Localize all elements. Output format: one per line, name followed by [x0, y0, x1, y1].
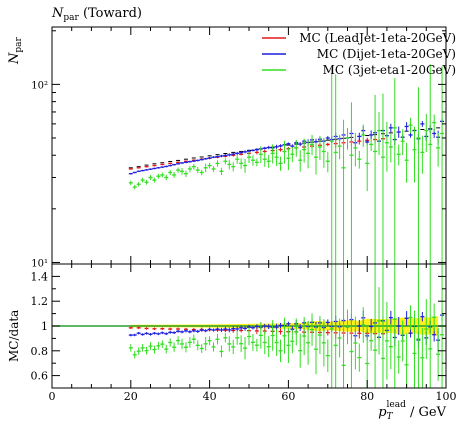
ratio-y-tick-label: 0.6 [31, 370, 49, 383]
x-tick-label: 20 [124, 390, 138, 403]
legend-label: MC (Dijet-1eta-20GeV) [317, 47, 456, 61]
legend-label: MC (3jet-eta1-20GeV) [323, 63, 456, 77]
x-tick-label: 80 [360, 390, 374, 403]
plot-layer: 0 20 40 60 80 100 10¹ 10² 0.6 0.8 1 1.2 1.4 MC (LeadJ… [31, 26, 457, 403]
ratio-y-tick-label: 1 [41, 320, 48, 333]
x-tick-label: 60 [281, 390, 295, 403]
y-tick-label: 10² [31, 80, 48, 91]
ratio-y-axis-label: MC/data [7, 310, 21, 362]
chart-title: Npar (Toward) [51, 6, 142, 23]
legend: MC (LeadJet-1eta-20GeV) MC (Dijet-1eta-20… [262, 31, 456, 77]
y-tick-label: 10¹ [31, 258, 48, 269]
ratio-y-tick-label: 0.8 [31, 345, 49, 358]
y-axis-label: Npar [7, 36, 24, 65]
ratio-y-tick-label: 1.2 [31, 295, 49, 308]
legend-label: MC (LeadJet-1eta-20GeV) [299, 31, 456, 45]
x-tick-label: 40 [203, 390, 217, 403]
series-2 [128, 117, 445, 352]
ratio-y-tick-label: 1.4 [31, 270, 49, 283]
series-3 [128, 64, 445, 388]
x-tick-label: 0 [49, 390, 56, 403]
x-axis-label: pTlead / GeV [378, 400, 446, 422]
x-tick-label: 100 [436, 390, 457, 403]
